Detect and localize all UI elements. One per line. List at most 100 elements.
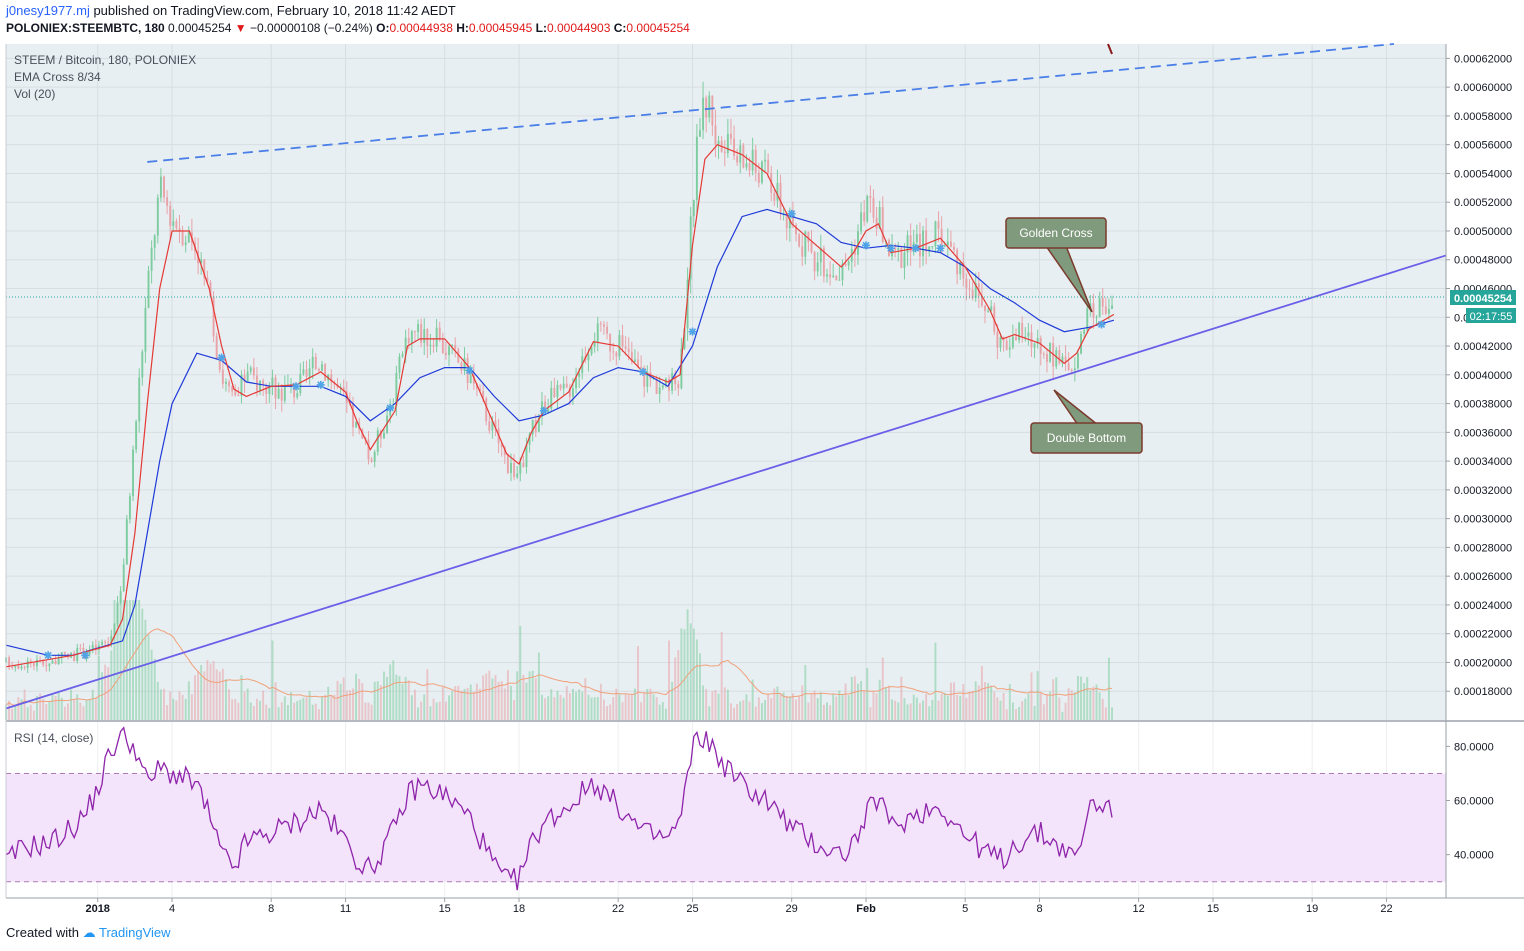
- volume-bar: [367, 702, 370, 720]
- volume-bar: [702, 685, 705, 720]
- price-axis[interactable]: 0.00062000 0.00060000 0.00058000 0.00056000…: [1446, 53, 1512, 698]
- candle-body: [63, 652, 66, 654]
- candle-body: [48, 663, 51, 667]
- candle-body: [987, 310, 990, 312]
- candle-body: [175, 221, 178, 229]
- volume-bar: [587, 694, 590, 720]
- candle-body: [355, 422, 358, 428]
- candle-body: [612, 351, 615, 353]
- volume-bar: [479, 688, 481, 720]
- candle-body: [259, 380, 262, 391]
- volume-bar: [776, 686, 779, 720]
- candle-body: [342, 386, 345, 392]
- volume-bar: [314, 703, 317, 720]
- volume-bar: [73, 698, 76, 720]
- candle-body: [531, 419, 534, 435]
- volume-bar: [745, 694, 748, 720]
- volume-bar: [720, 631, 723, 720]
- candle-body: [931, 246, 934, 248]
- candle-body: [674, 373, 677, 384]
- volume-bar: [299, 699, 302, 720]
- double-bottom-callout[interactable]: Double Bottom: [1030, 389, 1143, 454]
- candle-body: [863, 212, 866, 222]
- volume-bar: [1101, 698, 1104, 720]
- volume-bar: [1086, 676, 1089, 720]
- author-link[interactable]: j0nesy1977.mj: [6, 3, 90, 18]
- candle-body: [1046, 353, 1048, 362]
- candle-body: [271, 377, 274, 386]
- candle-body: [999, 337, 1002, 348]
- volume-bar: [1080, 676, 1083, 720]
- volume-bar: [110, 650, 113, 720]
- candle-body: [135, 421, 138, 450]
- volume-bar: [302, 697, 305, 720]
- candle-body: [423, 329, 426, 343]
- volume-bar: [615, 688, 618, 720]
- volume-bar: [63, 706, 66, 720]
- volume-bar: [1042, 704, 1045, 720]
- volume-bar: [1111, 707, 1113, 720]
- trend-lines[interactable]: [5, 43, 1447, 710]
- golden-cross-callout[interactable]: Golden Cross: [1005, 217, 1107, 313]
- volume-bar: [54, 695, 57, 720]
- volume-bar: [125, 600, 128, 720]
- rsi-axis[interactable]: 80.0000 60.0000 40.0000: [1446, 741, 1494, 862]
- volume-bar: [91, 689, 94, 720]
- candle-body: [367, 439, 370, 460]
- volume-bar: [599, 683, 602, 720]
- tradingview-link[interactable]: TradingView: [99, 925, 171, 940]
- candle-body: [984, 305, 986, 311]
- candle-body: [234, 391, 237, 396]
- ohlc-line: POLONIEX:STEEMBTC, 180 0.00045254 ▼ −0.0…: [6, 21, 690, 35]
- volume-bar: [956, 694, 959, 720]
- volume-bar: [1089, 690, 1092, 720]
- volume-bar: [277, 707, 280, 720]
- volume-bar: [872, 691, 875, 720]
- volume-bar: [968, 691, 971, 720]
- price-tick-label: 0.00058000: [1454, 111, 1512, 123]
- candle-body: [454, 344, 457, 350]
- candle-body: [751, 149, 754, 171]
- price-tick-label: 0.00040000: [1454, 370, 1512, 382]
- volume-bar: [203, 671, 206, 720]
- candle-body: [729, 133, 732, 139]
- candle-body: [624, 346, 627, 349]
- candle-body: [723, 151, 726, 154]
- candle-body: [705, 97, 708, 118]
- candle-body: [73, 652, 76, 662]
- volume-bar: [404, 676, 407, 720]
- candle-body: [1076, 353, 1079, 369]
- rsi-tick-label: 80.0000: [1454, 741, 1494, 753]
- volume-bar: [664, 708, 667, 720]
- time-axis[interactable]: 2018 4 8 11 15 18 22 25 29 Feb 5 8 12 15 19 22: [85, 898, 1393, 915]
- volume-bar: [370, 704, 373, 720]
- volume-bar: [590, 697, 593, 720]
- volume-bar: [534, 678, 537, 720]
- volume-bar: [352, 688, 354, 720]
- volume-bar: [231, 699, 234, 720]
- candle-body: [1111, 305, 1113, 310]
- candle-body: [407, 337, 410, 344]
- volume-bar: [528, 671, 531, 720]
- volume-bar: [159, 689, 162, 720]
- volume-bar: [686, 609, 689, 720]
- candle-body: [1018, 322, 1021, 341]
- volume-bar: [748, 701, 751, 720]
- volume-bar: [330, 695, 333, 720]
- volume-bar: [457, 685, 460, 720]
- candle-body: [1042, 353, 1045, 355]
- ema-cross-marker: [688, 327, 697, 336]
- candle-body: [779, 182, 782, 214]
- volume-bar: [506, 670, 509, 720]
- support-trendline: [5, 254, 1447, 710]
- volume-bar: [782, 692, 785, 720]
- candle-body: [1083, 330, 1086, 334]
- volume-bar: [1018, 706, 1021, 720]
- volume-bar: [283, 696, 286, 720]
- candle-body: [695, 136, 698, 201]
- candle-body: [302, 369, 305, 374]
- volume-bar: [736, 704, 739, 720]
- volume-bar: [218, 671, 221, 720]
- candle-body: [900, 247, 903, 268]
